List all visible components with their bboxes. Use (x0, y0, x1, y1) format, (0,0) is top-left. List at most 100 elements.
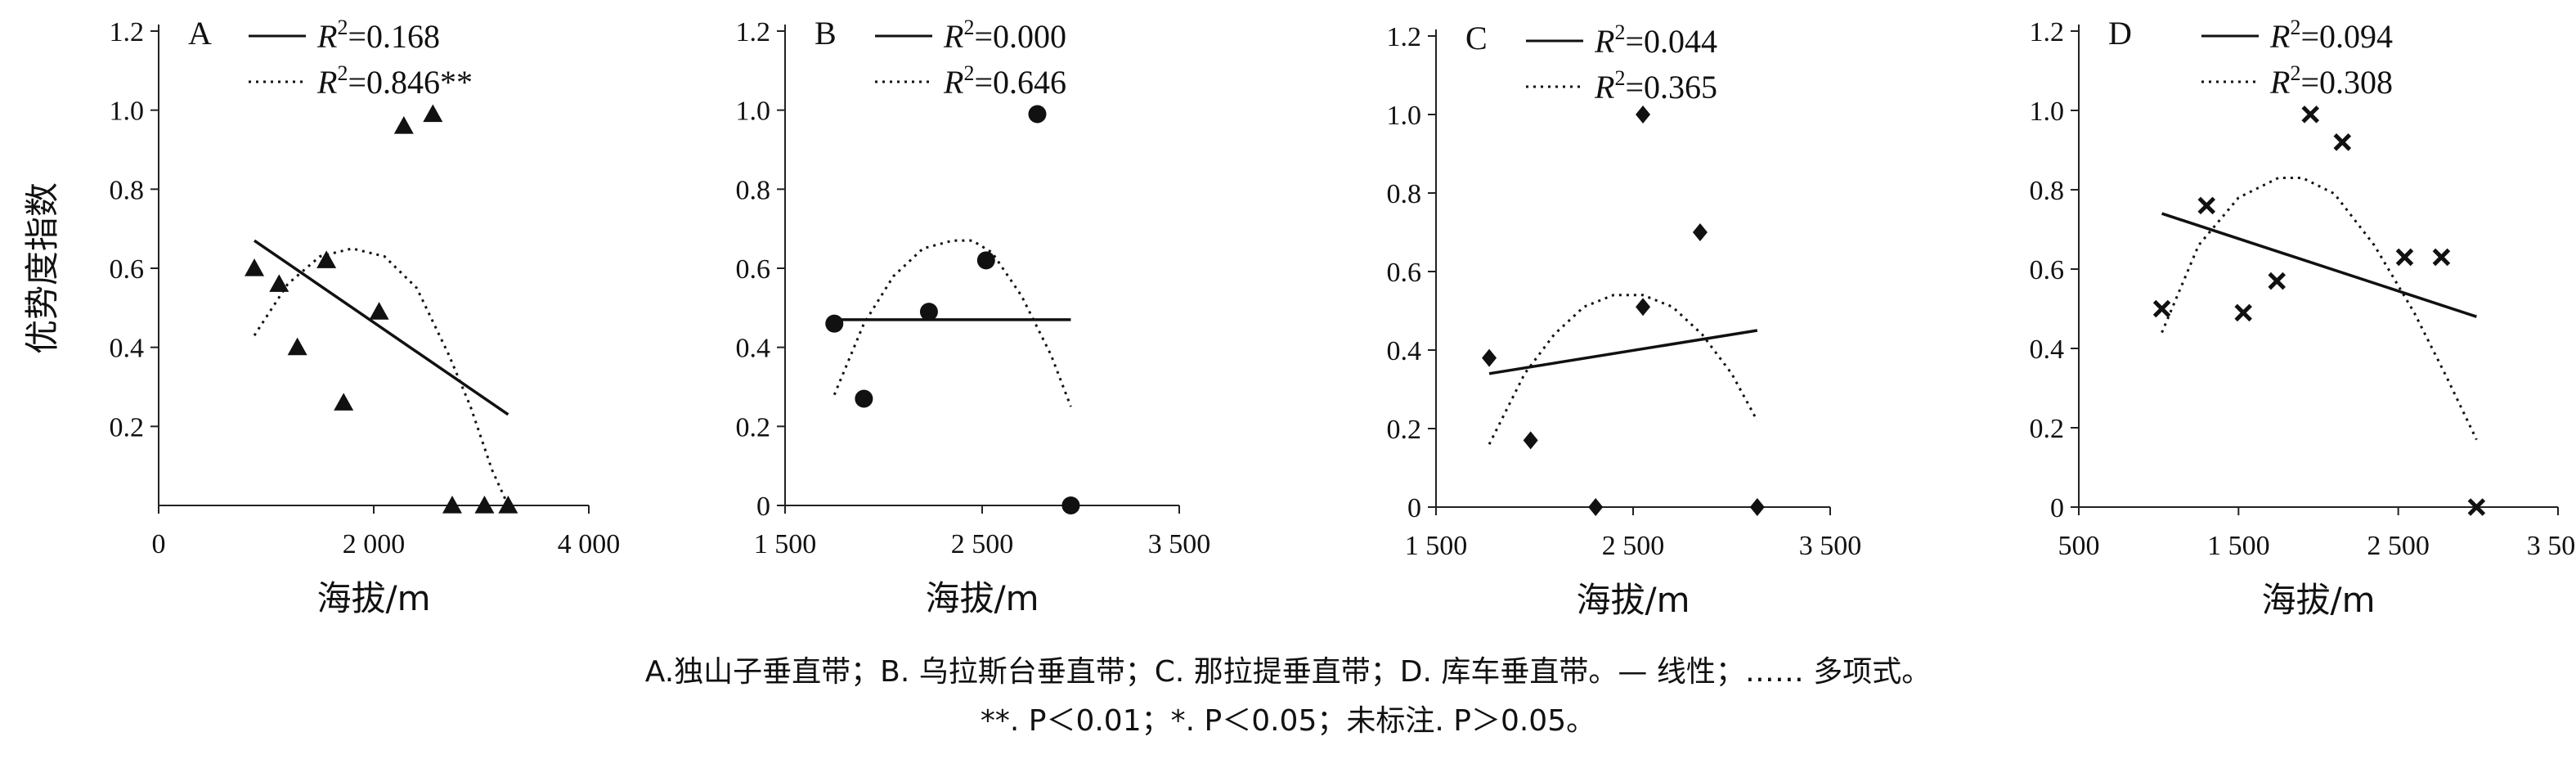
data-point (423, 104, 443, 123)
x-tick-label: 3 500 (2527, 531, 2576, 561)
legend-poly-label: R2=0.646 (943, 61, 1066, 101)
data-point (245, 258, 265, 276)
legend-poly-label: R2=0.846** (316, 61, 473, 101)
data-point (474, 496, 495, 514)
y-tick-label: 1.2 (110, 17, 145, 47)
data-point (2152, 299, 2171, 318)
data-point (1588, 498, 1604, 516)
series-poly-fit (2161, 176, 2478, 441)
y-tick-label: 1.2 (2030, 17, 2065, 47)
y-tick-label: 0.4 (2030, 335, 2065, 365)
x-tick-label: 3 500 (1148, 529, 1211, 559)
y-tick-label: 0.2 (736, 412, 771, 442)
data-point (269, 274, 289, 292)
y-tick-label: 0.8 (736, 175, 771, 205)
data-point (2234, 303, 2252, 322)
legend-poly-label: R2=0.365 (1594, 66, 1717, 106)
legend-linear-label: R2=0.094 (2269, 16, 2393, 55)
data-point (2197, 196, 2216, 215)
data-point (1482, 348, 1497, 367)
data-point (334, 393, 354, 411)
caption-line-1: A.独山子垂直带；B. 乌拉斯台垂直带；C. 那拉提垂直带；D. 库车垂直带。—… (644, 655, 1932, 689)
x-tick-label: 2 500 (951, 529, 1014, 559)
legend-linear-label: R2=0.044 (1594, 20, 1717, 60)
y-tick-label: 0.2 (1387, 415, 1422, 445)
data-point (2395, 248, 2414, 267)
data-point (1636, 298, 1651, 317)
x-tick-label: 2 500 (2367, 531, 2430, 561)
x-tick-label: 1 500 (2207, 531, 2270, 561)
x-tick-label: 2 500 (1602, 531, 1665, 561)
x-axis-title: 海拔/m (2261, 580, 2375, 620)
data-point (855, 389, 873, 408)
y-tick-label: 0.8 (1387, 179, 1422, 209)
legend-linear-label: R2=0.000 (943, 16, 1066, 55)
data-point (498, 496, 518, 514)
data-point (2333, 133, 2352, 151)
x-tick-label: 3 500 (1799, 531, 1862, 561)
chart-panel-d: 0 0.2 0.4 0.6 0.8 1.0 1.2 500 1 500 2 500 3 500 海拔/… (2030, 15, 2576, 620)
y-tick-label: 0 (756, 492, 770, 522)
y-tick-label: 0.2 (2030, 414, 2065, 444)
data-point (919, 303, 938, 321)
x-axis-title: 海拔/m (925, 578, 1039, 618)
data-point (1028, 105, 1047, 124)
legend-poly-label: R2=0.308 (2269, 61, 2393, 101)
y-tick-label: 0 (1407, 493, 1421, 523)
data-point (316, 250, 337, 268)
x-tick-label: 4 000 (558, 529, 621, 559)
panel-letter: D (2108, 15, 2132, 52)
data-point (1692, 223, 1708, 241)
y-tick-label: 1.0 (2030, 97, 2065, 127)
panel-letter: B (815, 15, 837, 52)
y-tick-label: 0.8 (2030, 176, 2065, 206)
data-point (1523, 431, 1538, 450)
y-tick-label: 1.0 (110, 97, 145, 127)
y-tick-label: 0.6 (110, 254, 145, 285)
y-tick-label: 0.4 (1387, 336, 1422, 366)
data-point (442, 496, 462, 514)
y-tick-label: 0.4 (110, 334, 145, 364)
y-tick-label: 1.0 (1387, 101, 1422, 131)
series-poly-fit (1488, 294, 1759, 445)
series-linear-fit (1488, 329, 1758, 375)
data-point (287, 337, 307, 356)
y-tick-label: 0.6 (1387, 258, 1422, 288)
series-poly-fit (832, 239, 1072, 407)
panel-letter: C (1465, 20, 1488, 56)
y-tick-label: 0.4 (736, 334, 771, 364)
x-axis-title: 海拔/m (316, 578, 430, 618)
figure: 0.2 0.4 0.6 0.8 1.0 1.2 0 2 000 4 000 海拔/m 优势度指数 A R… (22, 15, 2576, 620)
y-tick-label: 0 (2050, 493, 2064, 523)
data-point (393, 116, 414, 134)
data-point (369, 302, 389, 320)
x-tick-label: 2 000 (343, 529, 406, 559)
chart-panel-b: 0 0.2 0.4 0.6 0.8 1.0 1.2 1 500 2 500 3 500 海拔/m B R… (736, 15, 1211, 618)
series-linear-fit (2161, 212, 2477, 318)
caption-line-2: **. P＜0.01；*. P＜0.05；未标注. P＞0.05。 (980, 704, 1596, 738)
data-point (976, 251, 995, 270)
y-tick-label: 1.2 (736, 17, 771, 47)
chart-panel-a: 0.2 0.4 0.6 0.8 1.0 1.2 0 2 000 4 000 海拔/m 优势度指数 A R… (22, 15, 620, 618)
panel-letter: A (188, 15, 212, 52)
y-axis-title: 优势度指数 (22, 182, 62, 354)
x-tick-label: 1 500 (754, 529, 817, 559)
data-point (2432, 248, 2451, 267)
y-tick-label: 0.2 (110, 412, 145, 442)
y-tick-label: 1.2 (1387, 22, 1422, 52)
data-point (2301, 106, 2319, 124)
y-tick-label: 0.6 (736, 254, 771, 285)
chart-panel-c: 0 0.2 0.4 0.6 0.8 1.0 1.2 1 500 2 500 3 500 海拔/m C R… (1387, 20, 1862, 620)
legend-linear-label: R2=0.168 (316, 16, 440, 55)
x-tick-label: 500 (2058, 531, 2100, 561)
data-point (1061, 496, 1080, 514)
y-tick-label: 0.6 (2030, 255, 2065, 285)
y-tick-label: 0.8 (110, 175, 145, 205)
data-point (1749, 498, 1765, 516)
data-point (2268, 272, 2286, 290)
data-point (825, 314, 844, 333)
series-linear-fit (254, 239, 509, 416)
y-tick-label: 1.0 (736, 97, 771, 127)
series-poly-fit (253, 247, 509, 506)
x-tick-label: 1 500 (1405, 531, 1468, 561)
